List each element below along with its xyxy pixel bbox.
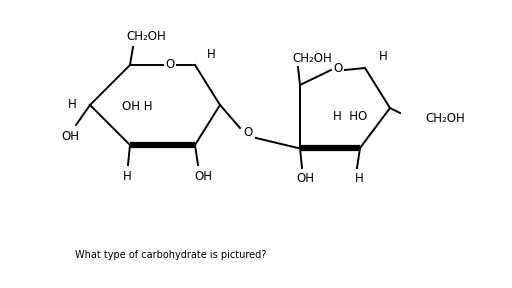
- Text: O: O: [165, 58, 175, 71]
- Text: O: O: [243, 126, 252, 139]
- Text: OH: OH: [61, 130, 79, 143]
- Text: H: H: [123, 170, 132, 183]
- Text: O: O: [333, 62, 343, 75]
- Text: OH: OH: [296, 173, 314, 185]
- Text: OH: OH: [194, 170, 212, 183]
- Text: H: H: [355, 173, 364, 185]
- Text: CH₂OH: CH₂OH: [292, 52, 332, 65]
- Text: OH H: OH H: [122, 101, 153, 113]
- Text: H: H: [379, 50, 388, 62]
- Text: H: H: [68, 98, 77, 111]
- Text: CH₂OH: CH₂OH: [425, 111, 465, 124]
- Text: CH₂OH: CH₂OH: [126, 31, 166, 43]
- Text: H: H: [207, 48, 216, 62]
- Text: H  HO: H HO: [333, 111, 367, 124]
- Text: What type of carbohydrate is pictured?: What type of carbohydrate is pictured?: [75, 250, 266, 260]
